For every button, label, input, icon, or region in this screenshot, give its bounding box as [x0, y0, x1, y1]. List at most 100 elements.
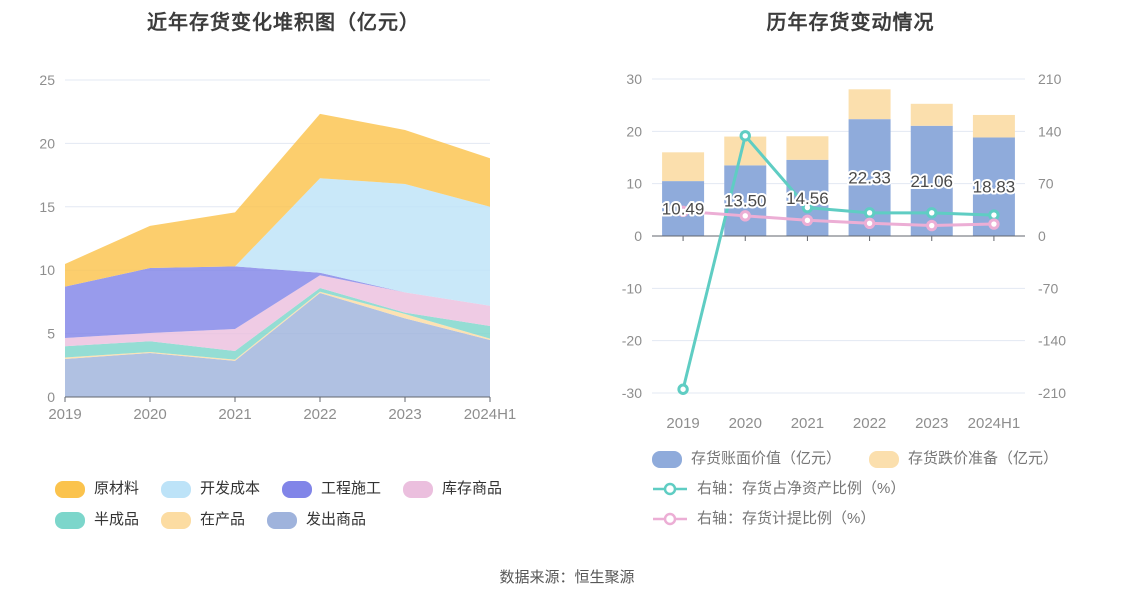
data-source-note: 数据来源：恒生聚源 — [499, 569, 635, 586]
left-axis-labels: 30 20 10 0 -10 -20 -30 — [622, 71, 642, 401]
right-chart-title: 历年存货变动情况 — [766, 12, 935, 34]
svg-text:2022: 2022 — [303, 406, 336, 423]
area-series-5 — [65, 178, 490, 306]
x-axis — [652, 235, 1025, 241]
legend-item-label: 右轴：存货占净资产比例（%） — [697, 480, 906, 497]
legend-swatch-icon — [161, 511, 192, 529]
line-marker — [926, 219, 938, 232]
legend-swatch-icon — [161, 480, 192, 498]
stacked-area-chart: 0 5 10 15 20 25 2019 2020 2021 2022 2023 2024H1 — [39, 72, 516, 423]
legend-swatch-icon — [267, 511, 298, 529]
bar-provision — [972, 114, 1015, 138]
area-series-6 — [65, 113, 490, 287]
svg-text:0: 0 — [634, 228, 642, 244]
line-series-1 — [681, 209, 996, 228]
svg-text:22.33: 22.33 — [848, 169, 891, 188]
svg-text:15: 15 — [39, 199, 55, 215]
bar-value-labels: 10.49 13.50 14.56 22.33 21.06 18.83 — [660, 167, 1017, 221]
svg-text:2024H1: 2024H1 — [968, 415, 1021, 432]
legend1-item-0-3[interactable]: 库存商品 — [403, 480, 502, 498]
legend-item-label: 原材料 — [94, 480, 140, 497]
svg-text:10.49: 10.49 — [662, 200, 705, 219]
svg-text:14.56: 14.56 — [786, 189, 829, 208]
legend2-bar-item-0[interactable]: 存货账面价值（亿元） — [652, 450, 841, 468]
svg-text:70: 70 — [1038, 176, 1054, 192]
area-series — [65, 113, 490, 397]
svg-text:2024H1: 2024H1 — [464, 406, 517, 423]
legend-swatch-icon — [55, 480, 85, 498]
legend-swatch-icon — [55, 511, 85, 529]
bar-line-combo-chart: 10.49 13.50 14.56 22.33 21.06 18.83 30 20 10 0 -10… — [622, 71, 1066, 432]
bar-book-value — [724, 165, 767, 236]
left-chart-legend: 原材料 开发成本 工程施工 库存商品半成品 在产品 发出商品 — [55, 480, 524, 542]
legend-item-label: 开发成本 — [200, 480, 261, 497]
svg-text:25: 25 — [39, 72, 55, 88]
svg-text:20: 20 — [39, 135, 55, 151]
legend-row-line-1: 右轴：存货计提比例（%） — [652, 510, 1086, 528]
legend-item-label: 在产品 — [200, 511, 246, 528]
svg-text:2019: 2019 — [48, 406, 81, 423]
x-axis-labels: 2019 2020 2021 2022 2023 2024H1 — [666, 415, 1020, 432]
line-series — [677, 130, 1000, 395]
legend-line-marker-icon — [653, 512, 687, 526]
legend2-line-item-1[interactable]: 右轴：存货计提比例（%） — [652, 510, 875, 528]
legend1-item-1-1[interactable]: 在产品 — [161, 511, 245, 529]
line-marker — [863, 217, 876, 229]
right-axis-labels: 210 140 70 0 -70 -140 -210 — [1038, 71, 1066, 401]
svg-text:10: 10 — [626, 176, 642, 192]
legend-swatch-icon — [282, 480, 313, 498]
svg-text:0: 0 — [47, 389, 55, 405]
x-axis — [64, 396, 491, 402]
area-series-4 — [65, 266, 490, 339]
svg-text:20: 20 — [626, 123, 642, 139]
legend1-item-1-0[interactable]: 半成品 — [55, 511, 139, 529]
right-chart-legend: 存货账面价值（亿元） 存货跌价准备（亿元） 右轴：存货占净资产比例（%） 右轴：存货计… — [652, 450, 1086, 540]
legend-item-label: 工程施工 — [321, 480, 382, 497]
legend-row-2: 半成品 在产品 发出商品 — [55, 511, 524, 529]
line-series-0 — [681, 134, 996, 391]
svg-text:-140: -140 — [1038, 333, 1066, 349]
legend1-item-0-0[interactable]: 原材料 — [55, 480, 139, 498]
svg-text:30: 30 — [626, 71, 642, 87]
svg-text:2023: 2023 — [915, 415, 948, 432]
x-axis-labels: 2019 2020 2021 2022 2023 2024H1 — [48, 406, 516, 423]
bar-line-chart-panel: 历年存货变动情况 10.49 13.50 14.56 22.33 21.06 18.83 3… — [567, 0, 1134, 612]
legend-item-label: 右轴：存货计提比例（%） — [697, 510, 876, 527]
bar-provision — [662, 152, 705, 182]
bar-provision — [848, 89, 891, 120]
legend-item-label: 半成品 — [94, 511, 140, 528]
legend1-item-1-2[interactable]: 发出商品 — [267, 511, 366, 529]
bar-provision — [786, 136, 829, 160]
line-marker — [801, 201, 814, 214]
legend1-item-0-2[interactable]: 工程施工 — [282, 480, 381, 498]
svg-text:2019: 2019 — [666, 415, 699, 432]
legend2-bar-item-1[interactable]: 存货跌价准备（亿元） — [869, 450, 1058, 468]
legend1-item-0-1[interactable]: 开发成本 — [161, 480, 260, 498]
svg-text:18.83: 18.83 — [973, 178, 1016, 197]
svg-text:2020: 2020 — [133, 406, 166, 423]
legend-swatch-icon — [869, 450, 900, 468]
svg-text:-30: -30 — [622, 385, 642, 401]
line-marker — [801, 214, 814, 227]
line-marker — [677, 205, 689, 218]
legend-item-label: 存货账面价值（亿元） — [691, 450, 842, 467]
legend-row-bars: 存货账面价值（亿元） 存货跌价准备（亿元） — [652, 450, 1086, 468]
svg-text:-70: -70 — [1038, 280, 1058, 296]
legend2-line-item-0[interactable]: 右轴：存货占净资产比例（%） — [652, 480, 905, 498]
legend-row-1: 原材料 开发成本 工程施工 库存商品 — [55, 480, 524, 498]
area-series-2 — [65, 287, 490, 360]
line-marker — [863, 207, 876, 219]
line-marker — [739, 210, 751, 222]
line-marker — [926, 207, 938, 219]
stacked-area-chart-panel: 近年存货变化堆积图（亿元） 0 5 10 15 20 25 2019 2020 2021 2022… — [39, 12, 524, 542]
svg-text:2022: 2022 — [853, 415, 886, 432]
svg-text:-20: -20 — [622, 333, 642, 349]
svg-text:2023: 2023 — [388, 406, 421, 423]
legend-row-line-0: 右轴：存货占净资产比例（%） — [652, 480, 1086, 498]
svg-text:2021: 2021 — [791, 415, 824, 432]
legend-item-label: 库存商品 — [442, 480, 503, 497]
svg-text:10: 10 — [39, 262, 55, 278]
legend-swatch-icon — [652, 450, 682, 468]
svg-text:0: 0 — [1038, 228, 1046, 244]
